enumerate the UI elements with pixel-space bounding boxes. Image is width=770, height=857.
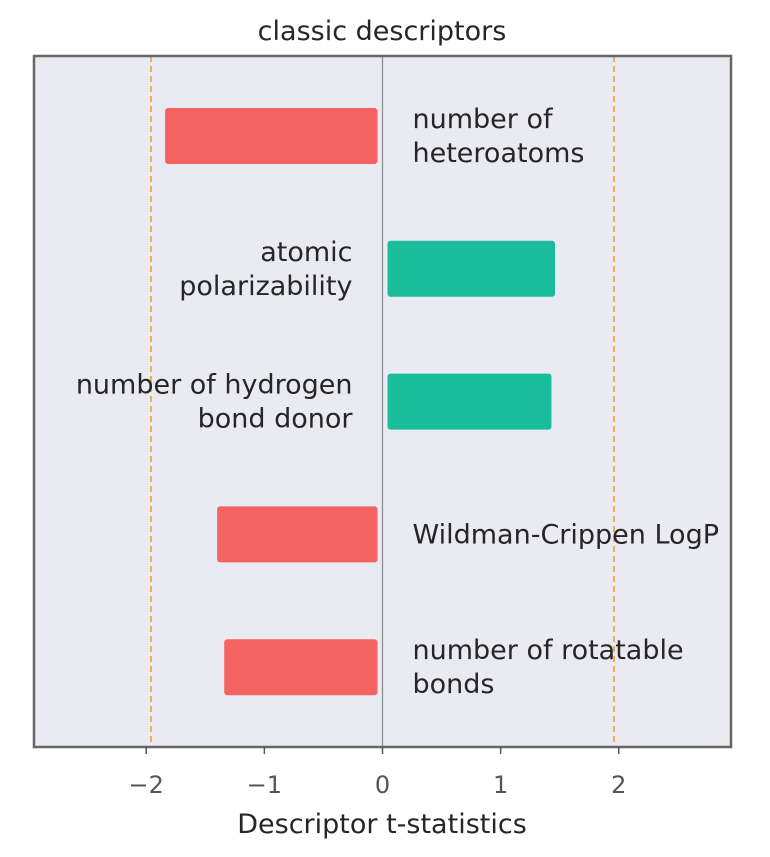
x-tick-label-2: 0 [375,771,390,799]
category-label-0: number of heteroatoms [413,104,585,169]
category-label-1-line-0: atomic [260,237,352,268]
category-label-4-line-0: number of rotatable [413,635,684,666]
bar-3 [217,506,378,563]
category-label-3: Wildman-Crippen LogP [413,519,720,550]
x-tick-label-4: 2 [611,771,626,799]
category-label-2: number of hydrogen bond donor [76,370,354,435]
category-label-0-line-0: number of [413,104,554,135]
category-label-1: atomic polarizability [179,237,352,302]
category-label-3-line-0: Wildman-Crippen LogP [413,519,720,550]
bar-0 [165,108,378,164]
category-label-1-line-1: polarizability [179,271,352,302]
category-label-4-line-1: bonds [413,669,495,700]
bar-1 [387,240,555,297]
bar-4 [224,639,378,696]
x-tick-label-3: 1 [493,771,508,799]
x-axis-label: Descriptor t-statistics [237,809,527,840]
chart-title: classic descriptors [258,16,507,47]
x-tick-label-1: −1 [247,771,282,799]
category-label-2-line-1: bond donor [198,404,354,435]
bar-2 [387,373,552,430]
category-label-4: number of rotatable bonds [413,635,684,700]
category-label-0-line-1: heteroatoms [413,138,585,169]
x-tick-label-0: −2 [129,771,164,799]
category-label-2-line-0: number of hydrogen [76,370,353,401]
